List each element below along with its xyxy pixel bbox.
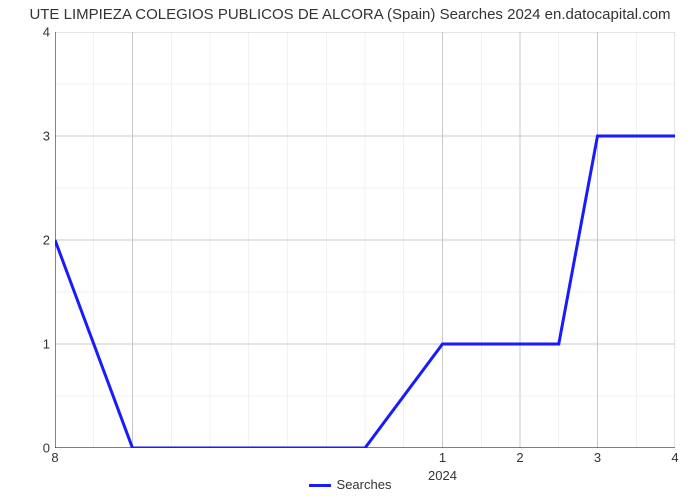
y-tick-label: 1 bbox=[10, 337, 50, 352]
chart-title: UTE LIMPIEZA COLEGIOS PUBLICOS DE ALCORA… bbox=[0, 6, 700, 23]
y-tick-label: 0 bbox=[10, 441, 50, 456]
legend-swatch bbox=[309, 484, 331, 487]
x-tick-label: 4 bbox=[671, 450, 678, 465]
x-tick-label: 2 bbox=[516, 450, 523, 465]
x-tick-label: 3 bbox=[594, 450, 601, 465]
y-tick-label: 2 bbox=[10, 233, 50, 248]
chart-container: UTE LIMPIEZA COLEGIOS PUBLICOS DE ALCORA… bbox=[0, 0, 700, 500]
y-tick-label: 3 bbox=[10, 129, 50, 144]
x-tick-label: 1 bbox=[439, 450, 446, 465]
y-tick-label: 4 bbox=[10, 25, 50, 40]
legend: Searches bbox=[0, 477, 700, 492]
x-tick-label: 8 bbox=[51, 450, 58, 465]
legend-label: Searches bbox=[337, 477, 392, 492]
plot-area bbox=[55, 32, 675, 448]
